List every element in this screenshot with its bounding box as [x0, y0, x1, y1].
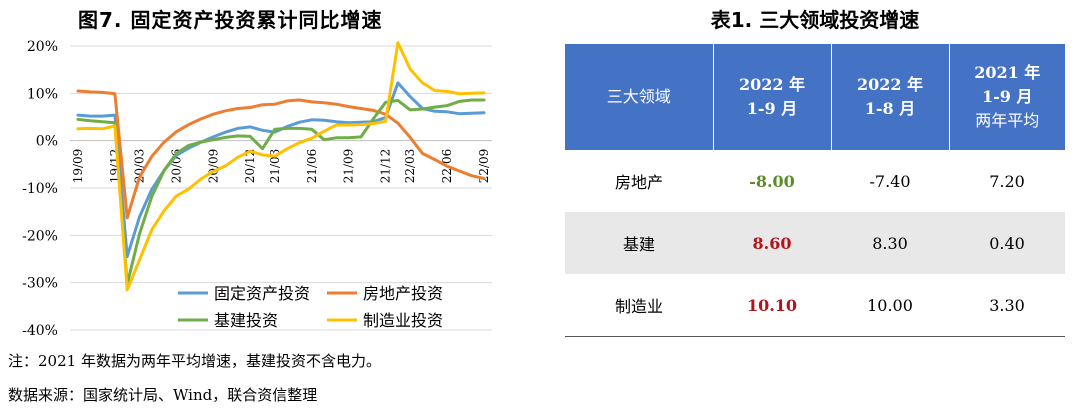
value-cell: 0.40	[949, 212, 1065, 274]
header-2022-1-9: 2022 年 1-9 月	[713, 44, 832, 150]
x-tick-label: 22/09	[477, 149, 491, 184]
series-line	[76, 98, 486, 286]
y-tick-label: -40%	[22, 323, 58, 339]
y-tick-label: -30%	[22, 276, 58, 292]
table-header-row: 三大领域 2022 年 1-9 月 2022 年 1-8 月 2021 年 1-…	[565, 44, 1065, 150]
x-tick-label: 21/09	[342, 149, 356, 184]
x-tick-label: 22/03	[403, 149, 417, 184]
value-cell: 10.10	[713, 274, 831, 337]
chart-note: 注：2021 年数据为两年平均增速，基建投资不含电力。	[8, 352, 381, 370]
value-cell: 3.30	[949, 274, 1065, 337]
x-tick-label: 21/06	[305, 149, 319, 184]
investment-growth-table: 三大领域 2022 年 1-9 月 2022 年 1-8 月 2021 年 1-…	[565, 44, 1065, 337]
table-title: 表1. 三大领域投资增速	[710, 8, 920, 32]
row-label: 基建	[565, 212, 713, 274]
x-tick-label: 20/12	[243, 149, 257, 184]
legend-label: 基建投资	[214, 311, 278, 330]
table-row: 基建 8.60 8.30 0.40	[565, 212, 1065, 274]
series-line	[76, 41, 486, 292]
data-source-note: 数据来源：国家统计局、Wind，联合资信整理	[8, 386, 318, 404]
y-tick-label: -20%	[22, 228, 58, 244]
y-tick-label: 10%	[27, 86, 58, 102]
legend-label: 制造业投资	[363, 311, 443, 330]
header-sector: 三大领域	[565, 44, 714, 150]
header-2021-two-year-avg: 2021 年 1-9 月 两年平均	[949, 44, 1065, 150]
y-tick-label: 0%	[36, 134, 58, 150]
y-tick-label: -10%	[22, 181, 58, 197]
value-cell: 10.00	[831, 274, 949, 337]
value-cell: 8.30	[831, 212, 949, 274]
line-chart: 20%10%0%-10%-20%-30%-40%19/09 19/12 20/03 2…	[22, 39, 492, 339]
x-tick-label: 21/12	[379, 149, 393, 184]
value-cell: -7.40	[869, 171, 911, 191]
header-2022-1-8: 2022 年 1-8 月	[831, 44, 950, 150]
chart-title: 图7. 固定资产投资累计同比增速	[78, 8, 383, 32]
row-label: 制造业	[565, 274, 713, 337]
table-row: 房地产 -8.00 -7.40 7.20	[565, 150, 1065, 212]
legend-label: 房地产投资	[363, 284, 443, 303]
x-tick-label: 20/03	[133, 149, 147, 184]
series-line	[76, 89, 486, 220]
y-tick-label: 20%	[27, 39, 58, 55]
value-cell: 8.60	[713, 212, 831, 274]
table-row: 制造业 10.10 10.00 3.30	[565, 274, 1065, 337]
x-tick-label: 19/09	[71, 149, 85, 184]
value-cell: -8.00	[749, 171, 795, 191]
row-label: 房地产	[614, 173, 663, 192]
value-cell: 7.20	[989, 171, 1025, 191]
legend-label: 固定资产投资	[214, 284, 310, 303]
x-tick-label: 20/09	[206, 149, 220, 184]
